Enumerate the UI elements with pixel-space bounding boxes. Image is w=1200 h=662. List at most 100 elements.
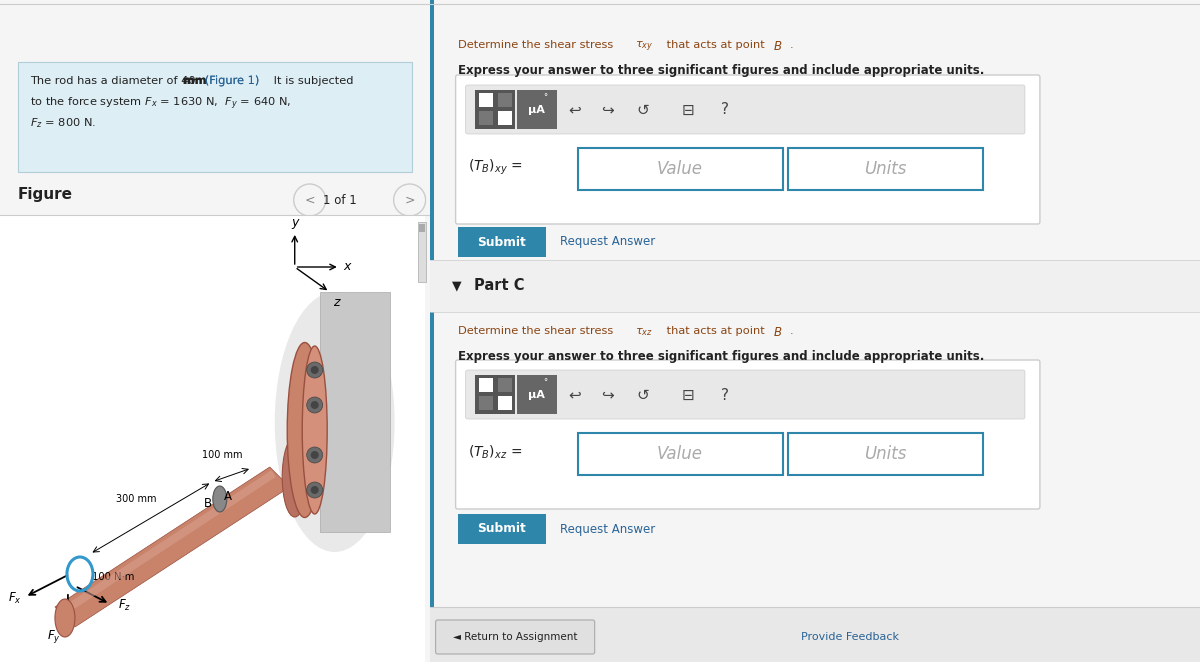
Circle shape — [311, 486, 319, 494]
Text: It is subjected: It is subjected — [270, 76, 353, 86]
Text: Determine the shear stress: Determine the shear stress — [457, 40, 617, 50]
Text: ◄ Return to Assignment: ◄ Return to Assignment — [454, 632, 578, 642]
Text: $F_z$: $F_z$ — [118, 598, 131, 613]
Text: °: ° — [544, 379, 547, 387]
Text: The rod has a diameter of 40: The rod has a diameter of 40 — [30, 76, 199, 86]
Text: ↩: ↩ — [569, 387, 581, 402]
Text: .: . — [790, 326, 793, 336]
Text: z: z — [332, 296, 340, 309]
Circle shape — [307, 447, 323, 463]
Text: Determine the shear stress: Determine the shear stress — [457, 326, 617, 336]
FancyBboxPatch shape — [430, 607, 1200, 662]
Text: mm: mm — [182, 76, 206, 86]
FancyBboxPatch shape — [457, 514, 546, 544]
Text: Submit: Submit — [478, 522, 526, 536]
Text: ↪: ↪ — [601, 387, 614, 402]
Circle shape — [307, 482, 323, 498]
Text: ⊟: ⊟ — [682, 387, 694, 402]
FancyBboxPatch shape — [479, 93, 493, 107]
Text: x: x — [343, 261, 352, 273]
Text: ↺: ↺ — [636, 103, 649, 117]
Text: $F_y$: $F_y$ — [47, 628, 61, 645]
Text: Figure: Figure — [18, 187, 73, 202]
FancyBboxPatch shape — [475, 375, 515, 414]
Text: (Figure 1): (Figure 1) — [205, 76, 259, 86]
Text: y: y — [292, 216, 299, 229]
FancyBboxPatch shape — [419, 224, 425, 232]
Text: Units: Units — [864, 160, 906, 178]
Polygon shape — [58, 470, 276, 617]
Text: Express your answer to three significant figures and include appropriate units.: Express your answer to three significant… — [457, 350, 984, 363]
Circle shape — [311, 451, 319, 459]
Circle shape — [311, 366, 319, 374]
FancyBboxPatch shape — [0, 215, 425, 662]
Text: ?: ? — [721, 103, 728, 117]
Text: A: A — [223, 490, 232, 503]
FancyBboxPatch shape — [787, 148, 983, 190]
Text: <: < — [305, 193, 314, 207]
Text: ↪: ↪ — [601, 103, 614, 117]
FancyBboxPatch shape — [319, 292, 390, 532]
Text: 300 mm: 300 mm — [115, 494, 156, 504]
FancyBboxPatch shape — [436, 620, 595, 654]
Text: B: B — [204, 497, 212, 510]
Text: Units: Units — [864, 445, 906, 463]
FancyBboxPatch shape — [498, 396, 511, 410]
FancyBboxPatch shape — [787, 433, 983, 475]
Text: $F_x$: $F_x$ — [8, 591, 22, 606]
FancyBboxPatch shape — [456, 75, 1040, 224]
FancyBboxPatch shape — [18, 62, 412, 172]
Text: $B$: $B$ — [773, 40, 782, 53]
FancyBboxPatch shape — [577, 433, 782, 475]
Text: that acts at point: that acts at point — [662, 40, 768, 50]
Circle shape — [307, 362, 323, 378]
FancyBboxPatch shape — [517, 90, 557, 129]
Text: $\tau_{xz}$: $\tau_{xz}$ — [635, 326, 653, 338]
FancyBboxPatch shape — [517, 375, 557, 414]
FancyBboxPatch shape — [577, 148, 782, 190]
FancyBboxPatch shape — [466, 370, 1025, 419]
Text: ↺: ↺ — [636, 387, 649, 402]
FancyBboxPatch shape — [456, 360, 1040, 509]
Text: °: ° — [544, 93, 547, 103]
Text: $F_z$ = 800 N.: $F_z$ = 800 N. — [30, 116, 96, 130]
Circle shape — [307, 397, 323, 413]
Ellipse shape — [275, 292, 395, 552]
Text: Express your answer to three significant figures and include appropriate units.: Express your answer to three significant… — [457, 64, 984, 77]
Text: Value: Value — [656, 160, 703, 178]
FancyBboxPatch shape — [498, 111, 511, 125]
Text: $B$: $B$ — [773, 326, 782, 339]
Ellipse shape — [287, 342, 322, 518]
FancyBboxPatch shape — [430, 260, 1200, 312]
Text: ?: ? — [721, 387, 728, 402]
Text: μA: μA — [528, 390, 545, 400]
FancyBboxPatch shape — [475, 90, 515, 129]
Ellipse shape — [55, 599, 74, 637]
Text: Value: Value — [656, 445, 703, 463]
Text: $\tau_{xy}$: $\tau_{xy}$ — [635, 40, 653, 54]
Text: .: . — [790, 40, 793, 50]
Text: that acts at point: that acts at point — [662, 326, 768, 336]
Text: Submit: Submit — [478, 236, 526, 248]
Polygon shape — [55, 467, 289, 627]
FancyBboxPatch shape — [479, 378, 493, 392]
Text: ↩: ↩ — [569, 103, 581, 117]
Text: Request Answer: Request Answer — [559, 522, 655, 536]
Ellipse shape — [212, 486, 227, 512]
Text: Part C: Part C — [474, 279, 524, 293]
Text: $(T_B)_{xy}$ =: $(T_B)_{xy}$ = — [468, 158, 522, 177]
Text: 100 N·m: 100 N·m — [92, 572, 134, 582]
Text: $(T_B)_{xz}$ =: $(T_B)_{xz}$ = — [468, 444, 522, 461]
Text: >: > — [404, 193, 415, 207]
FancyBboxPatch shape — [498, 378, 511, 392]
Text: 100 mm: 100 mm — [202, 450, 242, 460]
FancyBboxPatch shape — [466, 85, 1025, 134]
Text: ⊟: ⊟ — [682, 103, 694, 117]
Ellipse shape — [302, 346, 328, 514]
Text: 1 of 1: 1 of 1 — [323, 193, 356, 207]
Circle shape — [311, 401, 319, 409]
FancyBboxPatch shape — [498, 93, 511, 107]
Text: ▼: ▼ — [451, 279, 461, 293]
FancyBboxPatch shape — [457, 227, 546, 257]
Text: Provide Feedback: Provide Feedback — [800, 632, 899, 642]
